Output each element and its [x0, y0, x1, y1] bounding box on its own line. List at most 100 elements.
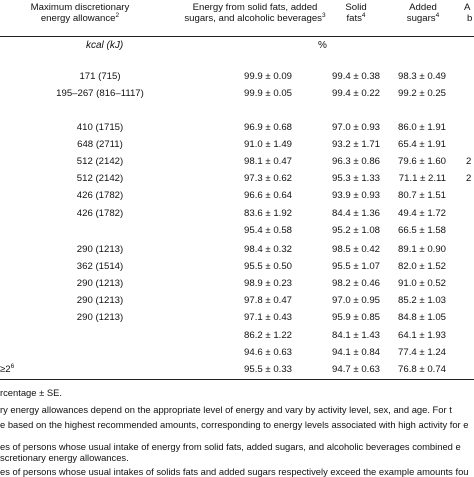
cell-energy: 97.8 ± 0.47	[244, 295, 292, 307]
header-solid-sup: 4	[361, 11, 366, 19]
cell-energy: 83.6 ± 1.92	[244, 207, 292, 219]
units-kcal: kcal (kJ)	[86, 40, 124, 51]
cell-solid-fats: 94.7 ± 0.63	[332, 363, 380, 375]
cell-solid-fats: 99.4 ± 0.22	[332, 88, 380, 100]
header-energy-line2-wrap: sugars, and alcoholic beverages3	[170, 11, 340, 24]
cell-solid-fats: 97.0 ± 0.93	[332, 122, 380, 133]
cell-allowance: 290 (1213)	[76, 295, 124, 307]
cell-added-sugars: 80.7 ± 1.51	[398, 190, 446, 202]
header-sugar-line1: Added	[409, 2, 437, 13]
cell-added-sugars: 84.8 ± 1.05	[398, 312, 446, 324]
cell-solid-fats: 95.2 ± 1.08	[332, 224, 380, 236]
cell-solid-fats: 95.5 ± 1.07	[332, 261, 380, 273]
footnote-1: rcentage ± SE.	[0, 387, 62, 398]
cell-solid-fats: 98.5 ± 0.42	[332, 244, 380, 255]
header-energy-sup: 3	[321, 11, 326, 19]
header-sugar-line2: sugars	[406, 13, 436, 24]
header-allowance-line2-wrap: energy allowance2	[0, 11, 160, 24]
cell-energy: 86.2 ± 1.22	[244, 329, 292, 341]
footnote-2: ry energy allowances depend on the appro…	[0, 404, 452, 415]
cell-solid-fats: 84.1 ± 1.43	[332, 329, 380, 341]
footnote-5: scretionary energy allowances.	[0, 452, 129, 463]
cell-added-sugars: 89.1 ± 0.90	[398, 244, 446, 255]
cell-added-sugars: 85.2 ± 1.03	[398, 295, 446, 307]
cell-energy: 97.1 ± 0.43	[244, 312, 292, 324]
row-label-age-range: ≥26	[0, 362, 15, 375]
cell-solid-fats: 94.1 ± 0.84	[332, 346, 380, 358]
header-sugar-line2-wrap: sugars4	[396, 11, 450, 24]
header-extra-partial: A	[464, 2, 471, 13]
header-rule	[0, 36, 474, 37]
cell-solid-fats: 93.2 ± 1.71	[332, 139, 380, 151]
cell-energy: 96.9 ± 0.68	[244, 122, 292, 133]
header-solid-fats: Solid fats4	[326, 2, 386, 24]
header-solid-line2: fats	[346, 13, 362, 24]
footnote-3: e based on the highest recommended amoun…	[0, 419, 469, 430]
row-label-sup: 6	[10, 362, 15, 370]
cell-energy: 96.6 ± 0.64	[244, 190, 292, 202]
cell-added-sugars: 79.6 ± 1.60	[398, 156, 446, 168]
cell-allowance: 171 (715)	[79, 71, 121, 82]
cell-added-sugars: 76.8 ± 0.74	[398, 363, 446, 375]
cell-added-sugars: 98.3 ± 0.49	[398, 71, 446, 82]
cell-energy: 91.0 ± 1.49	[244, 139, 292, 151]
header-solid-line1: Solid	[345, 2, 367, 13]
table-bottom-rule	[0, 379, 474, 380]
cell-energy: 98.9 ± 0.23	[244, 278, 292, 290]
cell-solid-fats: 93.9 ± 0.93	[332, 190, 380, 202]
cell-solid-fats: 95.3 ± 1.33	[332, 173, 380, 185]
header-solid-line2-wrap: fats4	[326, 11, 386, 24]
cell-solid-fats: 97.0 ± 0.95	[332, 295, 380, 307]
header-allowance-sup: 2	[115, 11, 120, 19]
cell-added-sugars: 99.2 ± 0.25	[398, 88, 446, 100]
cell-added-sugars: 66.5 ± 1.58	[398, 224, 446, 236]
cell-solid-fats: 84.4 ± 1.36	[332, 207, 380, 219]
cell-allowance: 290 (1213)	[76, 278, 124, 290]
cell-added-sugars: 86.0 ± 1.91	[398, 122, 446, 133]
header-added-sugars: Added sugars4	[396, 2, 450, 24]
cell-solid-fats: 95.9 ± 0.85	[332, 312, 380, 324]
cell-solid-fats: 99.4 ± 0.38	[332, 71, 380, 82]
footnote-4: es of persons whose usual intake of ener…	[0, 441, 461, 452]
cell-allowance: 648 (2711)	[77, 139, 123, 151]
cell-energy: 99.9 ± 0.05	[244, 88, 292, 100]
cell-allowance: 290 (1213)	[76, 244, 124, 255]
cell-allowance: 195–267 (816–1117)	[56, 88, 144, 100]
cell-allowance: 512 (2142)	[76, 173, 124, 185]
header-energy: Energy from solid fats, added sugars, an…	[170, 2, 340, 24]
header-energy-line2: sugars, and alcoholic beverages	[184, 13, 322, 24]
cell-energy: 95.5 ± 0.33	[244, 363, 292, 375]
cell-energy: 95.5 ± 0.50	[244, 261, 292, 273]
header-allowance-line2: energy allowance	[40, 13, 116, 24]
cell-solid-fats: 98.2 ± 0.46	[332, 278, 380, 290]
cell-added-sugars: 71.1 ± 2.11	[398, 173, 446, 185]
cell-extra-partial: 2	[466, 156, 472, 168]
cell-added-sugars: 77.4 ± 1.24	[398, 346, 446, 358]
cell-allowance: 426 (1782)	[76, 190, 124, 202]
row-label-text: ≥2	[0, 363, 11, 375]
cell-added-sugars: 82.0 ± 1.52	[398, 261, 446, 273]
cell-added-sugars: 65.4 ± 1.91	[398, 139, 446, 151]
units-percent: %	[318, 40, 327, 51]
cell-allowance: 290 (1213)	[76, 312, 124, 324]
cell-energy: 99.9 ± 0.09	[244, 71, 292, 82]
cell-allowance: 426 (1782)	[76, 207, 124, 219]
cell-allowance: 410 (1715)	[76, 122, 124, 133]
footnote-6: es of persons whose usual intakes of sol…	[0, 466, 469, 477]
header-extra-partial-2: b	[467, 13, 473, 24]
cell-added-sugars: 64.1 ± 1.93	[398, 329, 446, 341]
cell-energy: 98.1 ± 0.47	[244, 156, 292, 168]
cell-solid-fats: 96.3 ± 0.86	[332, 156, 380, 168]
cell-extra-partial: 2	[466, 173, 472, 185]
cell-energy: 98.4 ± 0.32	[244, 244, 292, 255]
cell-energy: 94.6 ± 0.63	[244, 346, 292, 358]
cell-energy: 97.3 ± 0.62	[244, 173, 292, 185]
cell-allowance: 362 (1514)	[76, 261, 124, 273]
header-allowance: Maximum discretionary energy allowance2	[0, 2, 160, 24]
header-sugar-sup: 4	[435, 11, 440, 19]
cell-added-sugars: 49.4 ± 1.72	[398, 207, 446, 219]
header-energy-line1: Energy from solid fats, added	[192, 2, 318, 13]
cell-energy: 95.4 ± 0.58	[244, 224, 292, 236]
header-allowance-line1: Maximum discretionary	[30, 2, 130, 13]
cell-added-sugars: 91.0 ± 0.52	[398, 278, 446, 290]
